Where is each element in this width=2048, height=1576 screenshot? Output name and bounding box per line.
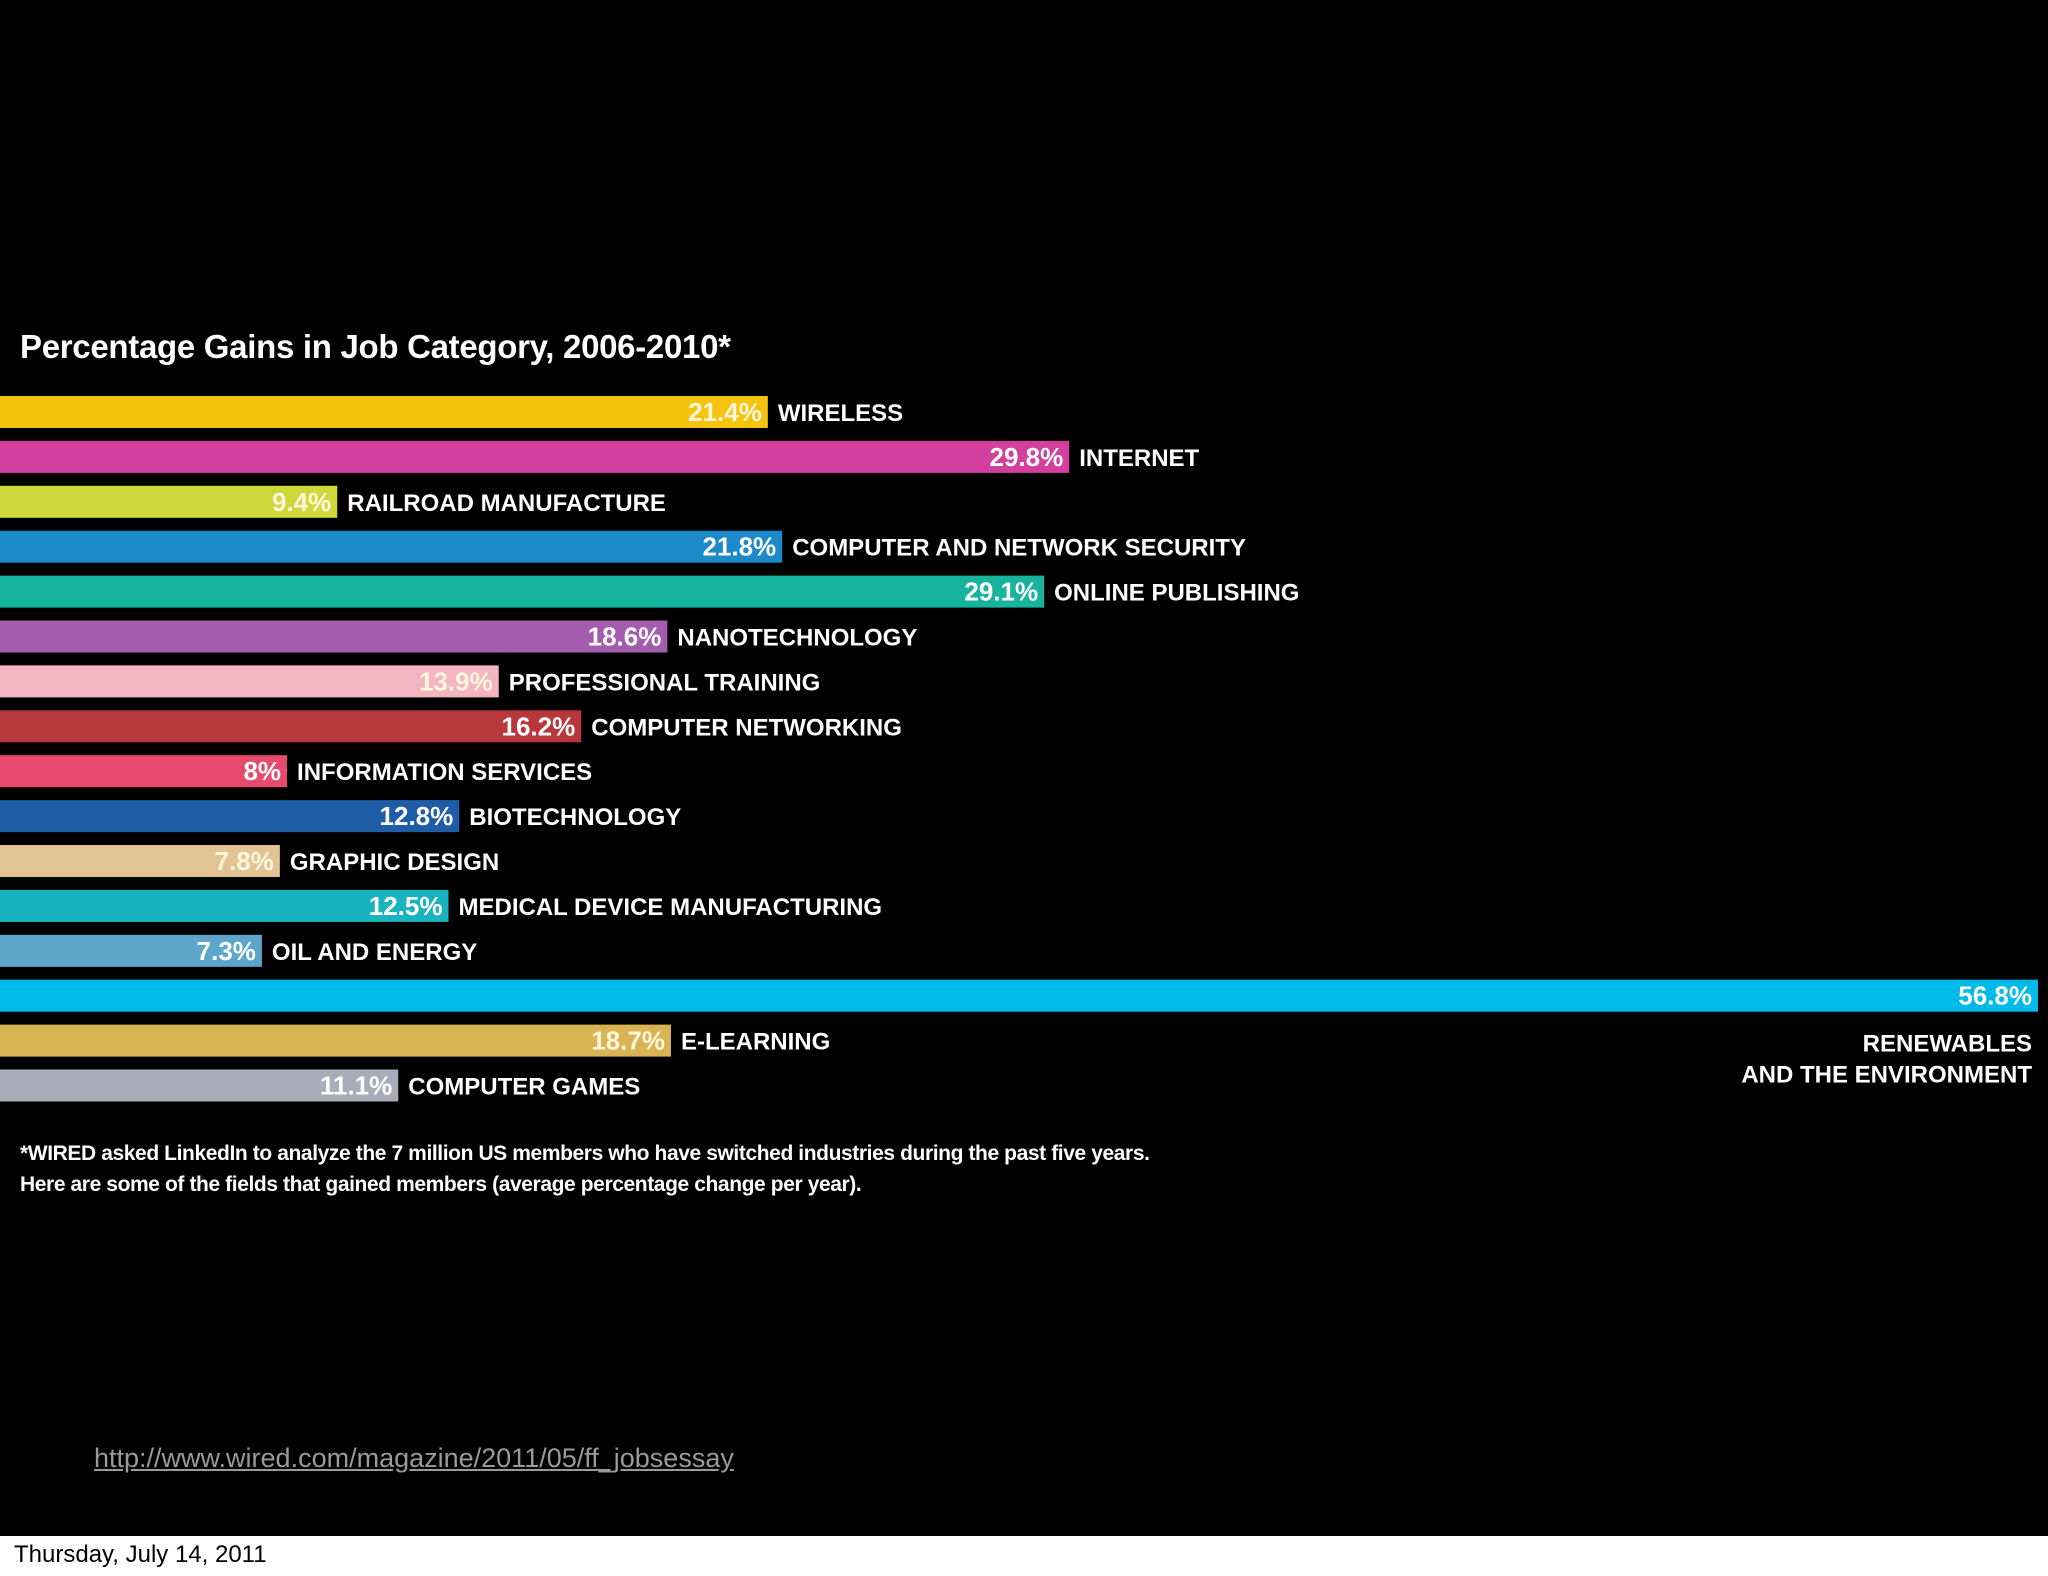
bar-value-label: 11.1% — [320, 1071, 392, 1101]
bar-value-label: 12.8% — [380, 801, 454, 831]
bar-value-label: 13.9% — [419, 666, 493, 696]
bar-value-label: 18.6% — [588, 622, 662, 652]
chart-title: Percentage Gains in Job Category, 2006-2… — [20, 328, 731, 365]
bar-category-label: MEDICAL DEVICE MANUFACTURING — [459, 894, 883, 921]
bar-value-label: 21.8% — [702, 532, 776, 562]
bar — [0, 845, 280, 877]
bar-value-label: 18.7% — [591, 1026, 665, 1056]
bar-category-label: COMPUTER GAMES — [408, 1074, 640, 1101]
bar — [0, 575, 1045, 608]
bar — [0, 440, 1070, 473]
bar — [0, 396, 768, 428]
bar-value-label: 29.8% — [989, 442, 1063, 472]
bar-category-label: COMPUTER AND NETWORK SECURITY — [792, 535, 1246, 562]
bar-category-label: INFORMATION SERVICES — [297, 759, 592, 786]
bar-value-label: 12.5% — [369, 891, 443, 921]
bar — [0, 665, 499, 698]
footnote-line-1: *WIRED asked LinkedIn to analyze the 7 m… — [20, 1142, 1150, 1165]
bar — [0, 934, 262, 967]
bar-value-label: 7.3% — [197, 936, 256, 966]
bar — [0, 1024, 671, 1057]
footnote-line-2: Here are some of the fields that gained … — [20, 1173, 862, 1196]
bar-value-label: 7.8% — [215, 846, 274, 876]
bar — [0, 710, 582, 743]
bar — [0, 620, 668, 653]
bar — [0, 1069, 399, 1102]
bar-category-label: PROFESSIONAL TRAINING — [509, 669, 821, 696]
source-link[interactable]: http://www.wired.com/magazine/2011/05/ff… — [94, 1443, 734, 1473]
bar-value-label: 29.1% — [964, 577, 1038, 607]
bar-value-label: 16.2% — [502, 711, 576, 741]
bar-category-label: RENEWABLES AND THE ENVIRONMENT — [1741, 1031, 2032, 1089]
bar — [0, 889, 449, 922]
date-footer: Thursday, July 14, 2011 — [14, 1541, 267, 1568]
bar — [0, 755, 288, 788]
bar-value-label: 9.4% — [272, 487, 331, 517]
bar-category-label: COMPUTER NETWORKING — [591, 714, 902, 741]
bar-category-label: NANOTECHNOLOGY — [677, 625, 917, 652]
bar-value-label: 8% — [243, 756, 281, 786]
bar — [0, 979, 2038, 1012]
bar-value-label: 56.8% — [1958, 981, 2032, 1011]
bar — [0, 800, 460, 833]
bar — [0, 485, 338, 518]
bar-category-label: OIL AND ENERGY — [272, 939, 477, 966]
slide: Percentage Gains in Job Category, 2006-2… — [0, 0, 2048, 1536]
bar-category-label: E-LEARNING — [681, 1029, 830, 1056]
bar-category-label: RAILROAD MANUFACTURE — [347, 490, 666, 517]
bar-category-label: GRAPHIC DESIGN — [290, 849, 499, 876]
bar-category-label: BIOTECHNOLOGY — [469, 804, 681, 831]
bar-category-label: INTERNET — [1079, 445, 1199, 472]
bar — [0, 530, 783, 563]
bar-category-label: ONLINE PUBLISHING — [1054, 580, 1299, 607]
bar-value-label: 21.4% — [688, 397, 762, 427]
bar-chart: 21.4% WIRELESS 29.8% INTERNET 9.4% RAILROAD M… — [0, 396, 2038, 1102]
bar-category-label: WIRELESS — [778, 400, 903, 427]
